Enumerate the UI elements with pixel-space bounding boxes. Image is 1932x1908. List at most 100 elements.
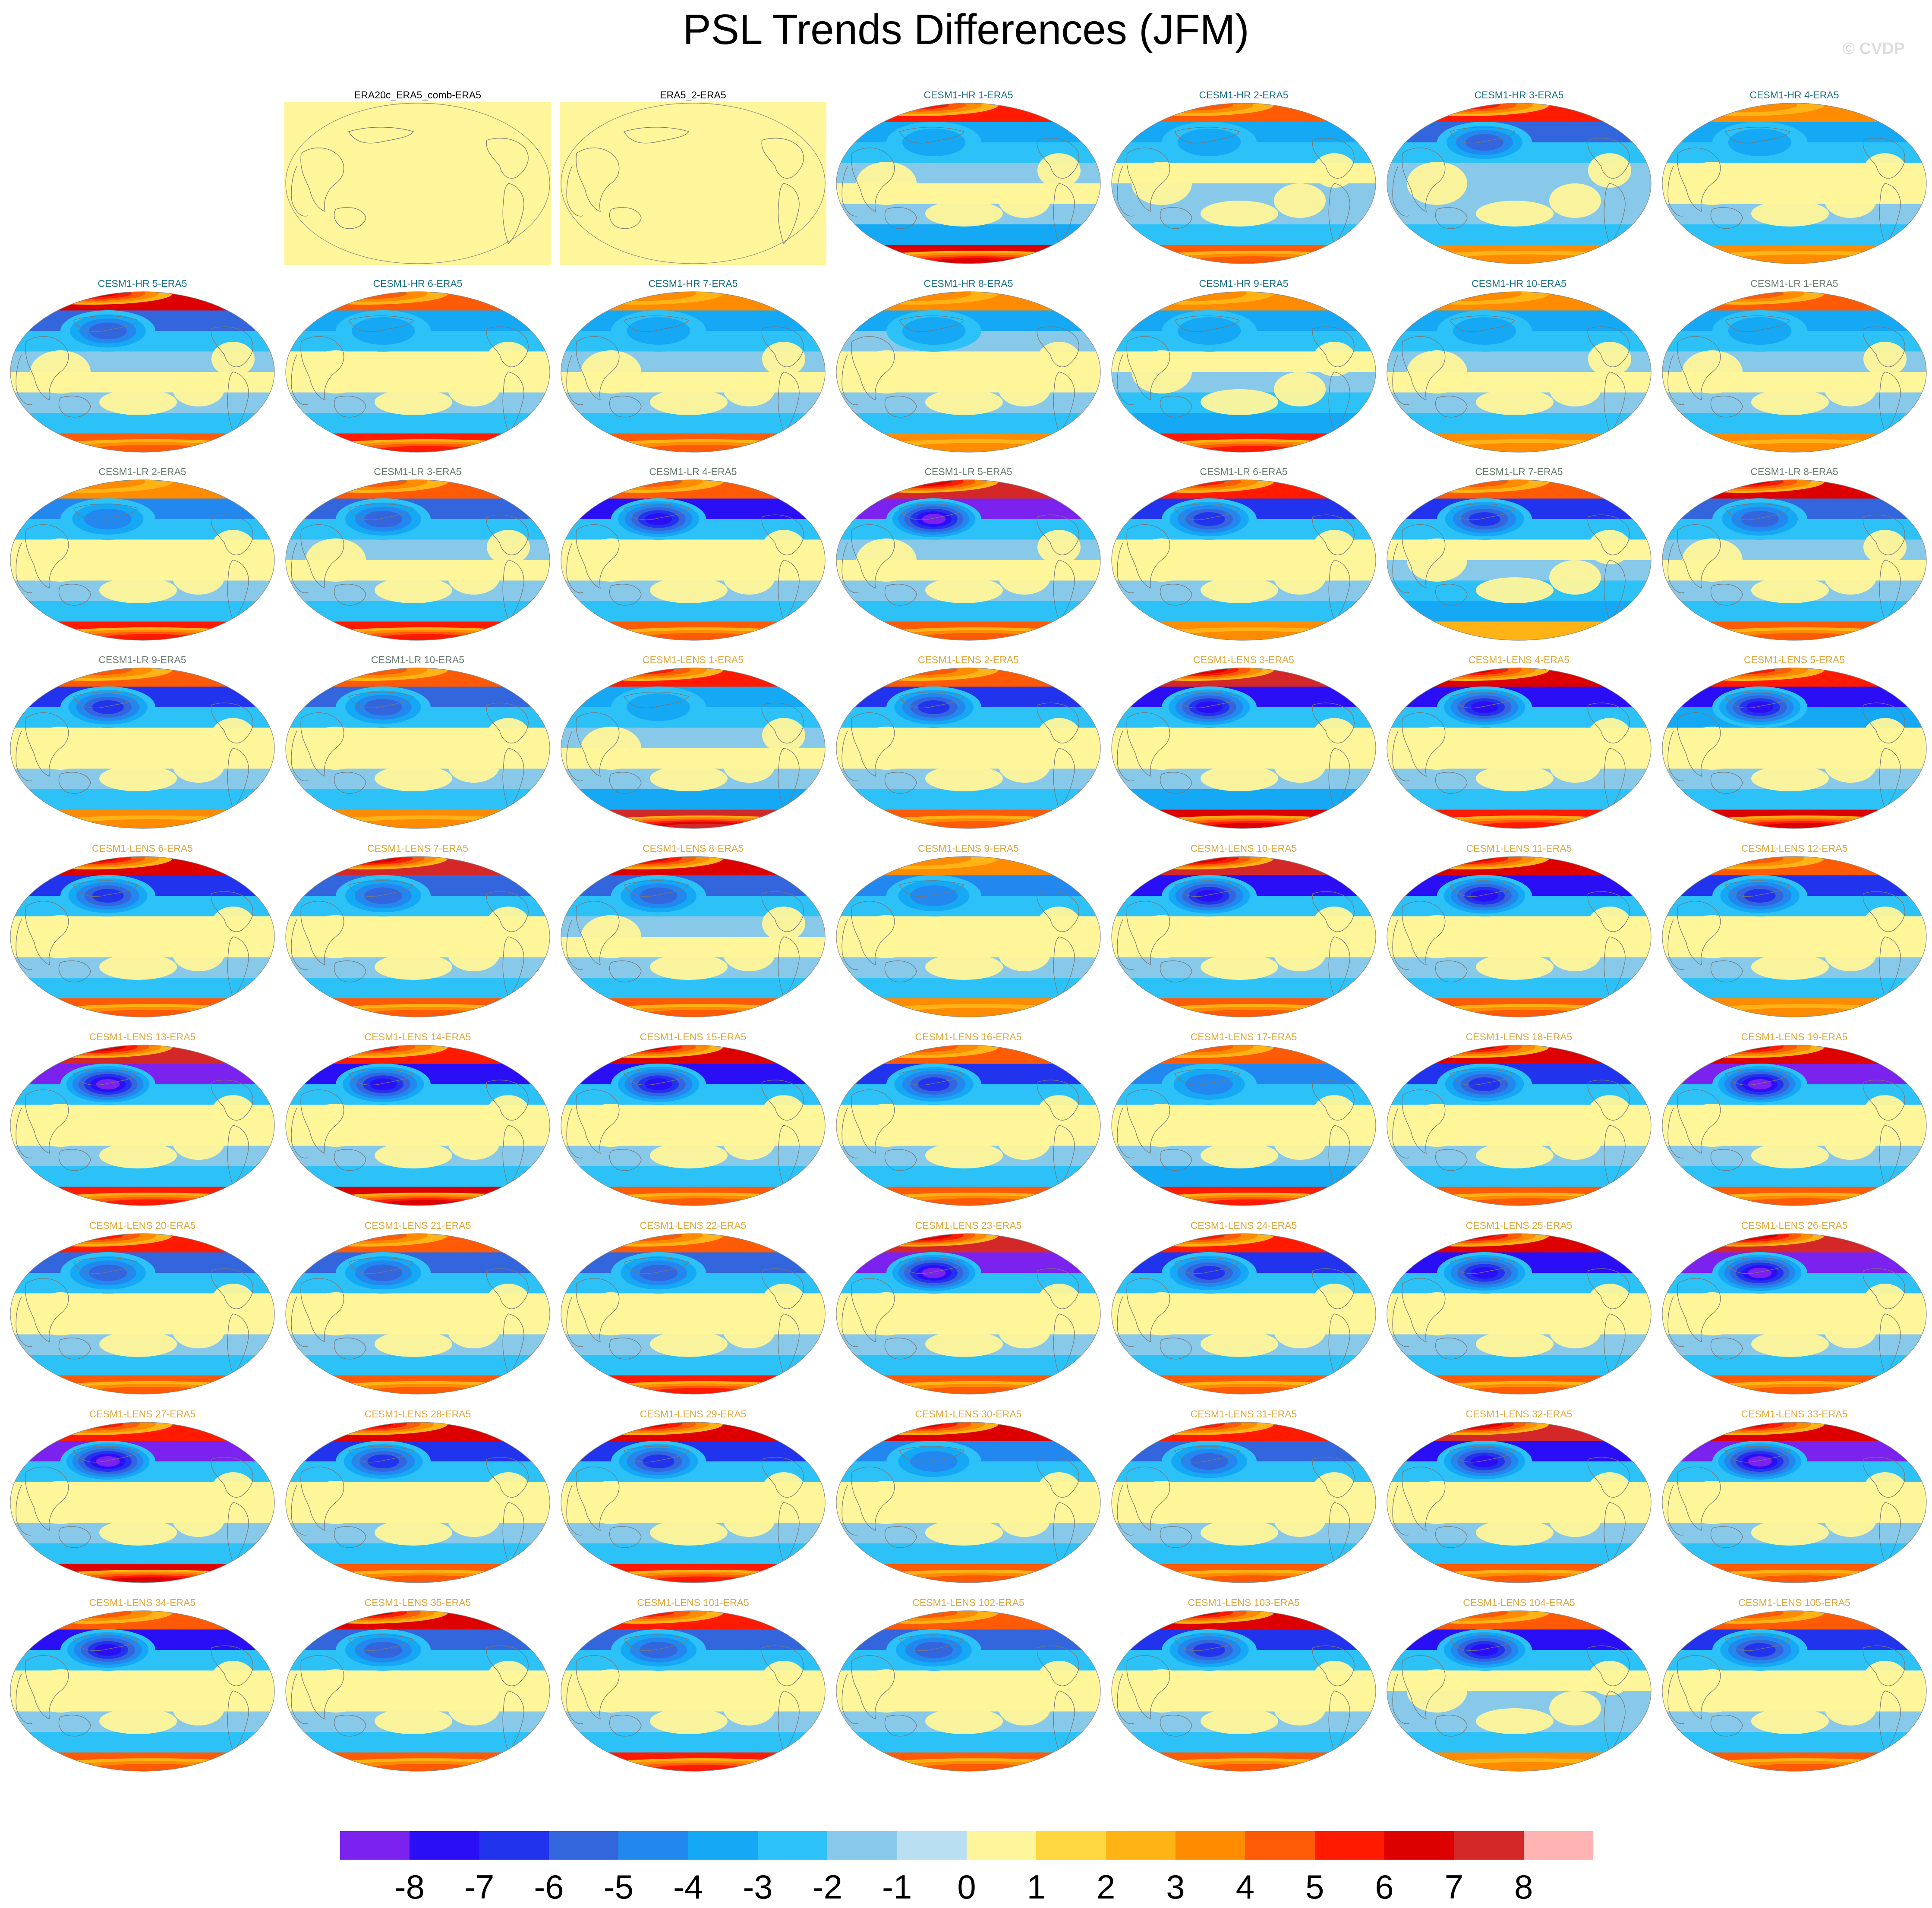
positive-anomaly [1588,718,1631,752]
coastline [334,1149,366,1171]
trend-map [285,1233,550,1395]
map-outline [285,1610,550,1772]
trend-band [1387,1166,1651,1187]
panel-title: CESM1-LENS 33-ERA5 [1741,1408,1848,1420]
positive-anomaly [650,1331,728,1357]
coastline [576,336,620,400]
southern-high [99,634,203,640]
positive-anomaly [999,372,1050,406]
trend-band [286,413,550,434]
coastline [576,901,620,965]
map-outline [836,479,1101,641]
trend-map [285,667,550,829]
pacific-low [1471,1644,1498,1656]
coastline [300,1089,344,1154]
map-panel: CESM1-LENS 9-ERA5 [830,842,1106,1030]
trend-map [10,291,275,453]
coastline [884,1526,917,1548]
colorbar-tick-label: 3 [1166,1868,1185,1906]
coastline [851,148,895,212]
colorbar [340,1831,1594,1860]
panel-title: CESM1-LENS 2-ERA5 [918,654,1019,665]
coastline [73,880,139,897]
panel-title: CESM1-HR 5-ERA5 [98,278,187,289]
positive-anomaly [448,748,500,783]
trend-map [836,479,1101,641]
coastline [1174,1634,1240,1651]
coastline [1677,901,1721,965]
panel-title: CESM1-LENS 12-ERA5 [1741,843,1848,854]
trend-band [1662,413,1926,434]
panel-title: CESM1-HR 4-ERA5 [1749,89,1839,101]
coastline [1710,207,1743,229]
coastline [1392,919,1409,970]
panel-title: CESM1-LENS 13-ERA5 [89,1031,196,1042]
coastline [1863,514,1905,555]
positive-anomaly [211,530,255,564]
map-panel: CESM1-LENS 14-ERA5 [280,1030,556,1218]
map-outline [1662,1045,1927,1206]
coastline [899,692,965,708]
coastline [16,1108,33,1159]
positive-anomaly [1476,1143,1554,1168]
positive-anomaly [1201,201,1278,227]
southern-high [1201,1199,1304,1206]
coastline [348,1257,414,1274]
coastline [624,504,690,520]
panel-title: CESM1-LENS 104-ERA5 [1463,1597,1575,1608]
coastline [1402,336,1446,400]
coastline [58,584,91,606]
pacific-low [1190,1453,1228,1470]
positive-anomaly [173,937,224,971]
panel-title: CESM1-LENS 19-ERA5 [1741,1031,1848,1042]
positive-anomaly [650,1520,728,1546]
positive-anomaly [762,1661,805,1695]
coastline [566,1296,583,1347]
positive-anomaly [1825,748,1876,783]
map-outline [10,291,275,453]
map-outline [561,1422,826,1583]
colorbar-tick-label: -5 [603,1868,633,1906]
positive-anomaly [1549,748,1601,783]
coastline [16,1296,33,1347]
map-outline [1662,667,1927,829]
map-outline [836,1422,1101,1583]
coastline [1677,148,1721,212]
coastline [1710,1715,1743,1737]
coastline [1117,1296,1134,1347]
colorbar-tick-label: 4 [1235,1868,1255,1906]
coastline [291,1296,308,1347]
coastline [73,1446,139,1463]
coastline [1037,891,1079,932]
coastline [1037,1457,1079,1498]
coastline [566,919,583,970]
positive-anomaly [375,954,452,980]
coastline [1710,1149,1743,1171]
panel-title: CESM1-LR 5-ERA5 [924,466,1012,477]
trend-map [285,1045,550,1206]
map-outline [10,1422,275,1583]
coastline [761,1457,804,1498]
panel-title: CESM1-LR 9-ERA5 [98,654,186,665]
positive-anomaly [1825,372,1876,406]
pacific-low [922,514,946,524]
southern-high [99,1199,203,1206]
coastline [1435,207,1468,229]
map-outline [561,1045,826,1206]
trend-band [10,1543,274,1565]
coastline [300,901,344,965]
map-panel: CESM1-LENS 19-ERA5 [1656,1030,1932,1218]
colorbar-tick-label: 1 [1027,1868,1046,1906]
map-outline [561,1233,826,1395]
positive-anomaly [723,1691,775,1725]
positive-anomaly [487,1661,530,1695]
southern-high [1738,1198,1868,1206]
coastline [1312,326,1355,367]
positive-anomaly [1825,560,1876,595]
coastline [1126,148,1170,212]
coastline [73,1257,139,1274]
coastline [609,207,642,229]
map-outline [1111,856,1376,1017]
coastline [1435,584,1468,606]
trend-map [1111,667,1376,829]
